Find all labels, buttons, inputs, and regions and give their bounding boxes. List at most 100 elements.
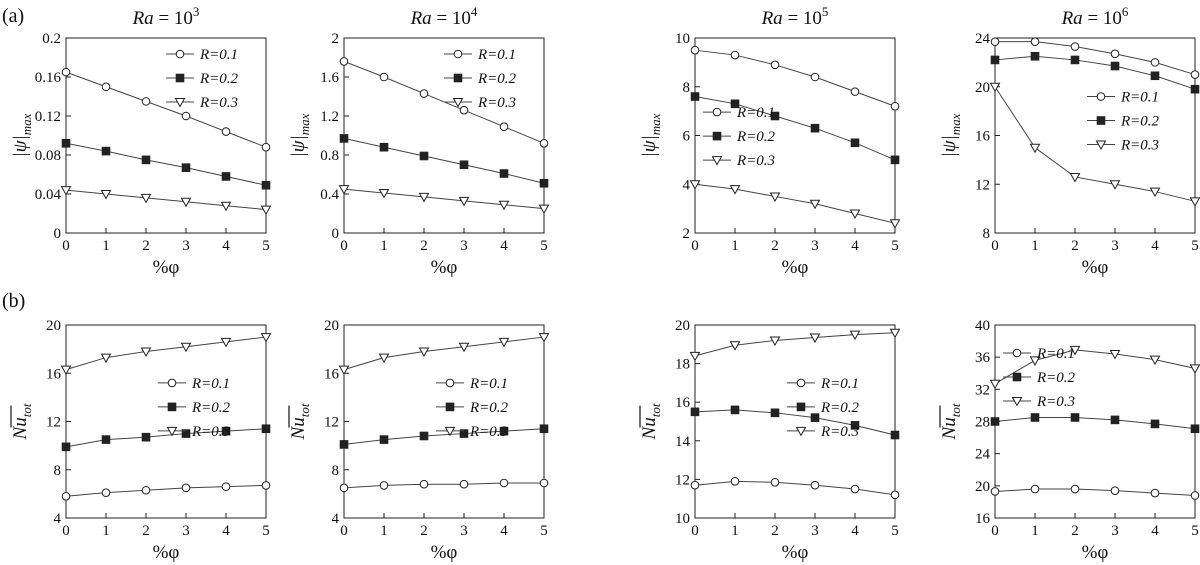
y-tick-label: 0.12 (35, 109, 61, 125)
data-point-R=0.3 (220, 201, 232, 212)
legend-marker (712, 131, 722, 141)
data-point-R=0.3 (338, 185, 350, 195)
legend-label: R=0.3 (1120, 138, 1159, 154)
legend-marker (175, 73, 185, 83)
y-tick-label: 16 (324, 366, 340, 382)
x-tick-label: 2 (142, 523, 150, 539)
y-tick-label: 0.08 (35, 148, 61, 164)
legend-marker (1095, 140, 1107, 151)
data-point-R=0.3 (889, 328, 901, 339)
series-line-R=0.3 (994, 86, 1196, 202)
data-point-R=0.3 (1029, 356, 1041, 366)
y-tick-label: 16 (975, 129, 991, 145)
data-point-R=0.3 (1069, 172, 1081, 183)
series-line-R=0.3 (65, 189, 267, 211)
legend: R=0.1 R=0.2 R=0.3 (1087, 90, 1160, 154)
legend-marker (452, 98, 464, 108)
data-point-R=0.2 (990, 417, 1000, 426)
y-tick-label: 20 (675, 318, 690, 334)
data-point-R=0.1 (221, 127, 231, 136)
data-point-R=0.2 (499, 426, 509, 436)
data-point-R=0.1 (61, 491, 71, 501)
data-point-R=0.3 (180, 342, 192, 353)
data-point-R=0.3 (100, 353, 112, 364)
data-point-R=0.2 (419, 431, 429, 441)
chart-panel-a-0: 0 1 2 3 4 5 0 0.04 0.08 0.12 0.16 0.2 %φ |ψ|max Ra = 1… (10, 4, 272, 278)
x-tick-label: 3 (460, 238, 468, 254)
x-tick-label: 5 (540, 238, 548, 254)
y-tick-label: 20 (46, 318, 61, 334)
y-tick-label: 32 (975, 382, 990, 398)
y-axis-label: |ψ|max (10, 113, 34, 157)
data-point-R=0.1 (890, 490, 900, 500)
plot-frame (343, 324, 545, 519)
data-point-R=0.2 (379, 142, 389, 152)
y-tick-label: 0.4 (320, 187, 339, 203)
data-point-R=0.2 (690, 92, 700, 101)
x-tick-label: 4 (851, 523, 859, 539)
y-tick-label: 4 (683, 177, 691, 193)
legend-label: R=0.2 (820, 400, 860, 416)
data-point-R=0.3 (769, 336, 781, 346)
x-axis-label: %φ (153, 542, 180, 563)
row-label-a: (a) (2, 5, 24, 27)
panel-title: Ra = 103 (132, 4, 200, 29)
data-point-R=0.1 (339, 483, 349, 493)
legend-label: R=0.2 (736, 129, 776, 145)
data-point-R=0.1 (850, 484, 860, 494)
data-point-R=0.3 (538, 204, 550, 215)
x-tick-label: 0 (62, 523, 70, 539)
series-line-R=0.2 (343, 137, 545, 184)
series-line-R=0.3 (343, 336, 545, 371)
data-point-R=0.2 (1150, 71, 1160, 81)
legend-marker (795, 426, 807, 437)
x-tick-label: 0 (340, 523, 348, 539)
data-point-R=0.2 (690, 407, 700, 417)
data-point-R=0.1 (419, 479, 429, 489)
y-tick-label: 28 (975, 415, 990, 431)
data-point-R=0.3 (1029, 143, 1041, 154)
data-point-R=0.3 (809, 333, 821, 344)
x-tick-label: 4 (851, 238, 859, 254)
legend-marker (167, 402, 177, 412)
data-point-R=0.1 (730, 50, 740, 60)
series-line-R=0.2 (65, 428, 267, 448)
data-point-R=0.3 (338, 365, 350, 376)
y-tick-label: 0.04 (35, 187, 62, 203)
data-point-R=0.2 (459, 429, 469, 438)
series-line-R=0.1 (694, 480, 896, 496)
x-tick-label: 5 (1191, 238, 1199, 254)
y-tick-label: 2 (683, 226, 691, 242)
x-tick-label: 2 (420, 523, 428, 539)
plot-frame (65, 37, 267, 234)
data-point-R=0.2 (221, 426, 231, 436)
data-point-R=0.3 (1109, 180, 1121, 190)
y-tick-label: 10 (675, 31, 690, 47)
data-point-R=0.2 (141, 432, 151, 442)
data-point-R=0.3 (260, 205, 272, 216)
x-tick-label: 1 (102, 523, 110, 539)
plot-frame (994, 37, 1196, 234)
data-point-R=0.1 (379, 481, 389, 490)
x-tick-label: 1 (380, 238, 388, 254)
data-point-R=0.1 (850, 87, 860, 96)
x-axis-label: %φ (782, 257, 809, 278)
data-point-R=0.2 (1070, 413, 1080, 422)
series-line-R=0.1 (994, 488, 1196, 496)
data-point-R=0.3 (849, 209, 861, 220)
y-tick-label: 1.6 (320, 70, 339, 86)
x-tick-label: 4 (222, 238, 230, 254)
y-tick-label: 12 (675, 472, 690, 488)
data-point-R=0.1 (1110, 49, 1120, 59)
y-tick-label: 8 (54, 463, 62, 479)
x-tick-label: 2 (142, 238, 150, 254)
data-point-R=0.2 (1070, 55, 1080, 65)
y-axis-label: Nutot (10, 403, 34, 440)
x-tick-label: 5 (891, 523, 899, 539)
y-axis-label: |ψ|max (288, 113, 312, 157)
data-point-R=0.2 (810, 123, 820, 133)
y-tick-label: 24 (975, 447, 991, 463)
